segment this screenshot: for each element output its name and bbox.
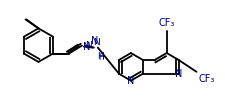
Text: H: H bbox=[96, 52, 103, 60]
Text: N: N bbox=[91, 36, 98, 46]
Text: N: N bbox=[83, 42, 90, 52]
Text: H: H bbox=[97, 53, 103, 61]
Text: CF₃: CF₃ bbox=[198, 74, 214, 84]
Text: CF₃: CF₃ bbox=[158, 18, 174, 28]
Text: N: N bbox=[85, 41, 91, 50]
Text: N: N bbox=[127, 76, 134, 86]
Text: N: N bbox=[174, 69, 182, 79]
Text: N: N bbox=[93, 38, 100, 47]
